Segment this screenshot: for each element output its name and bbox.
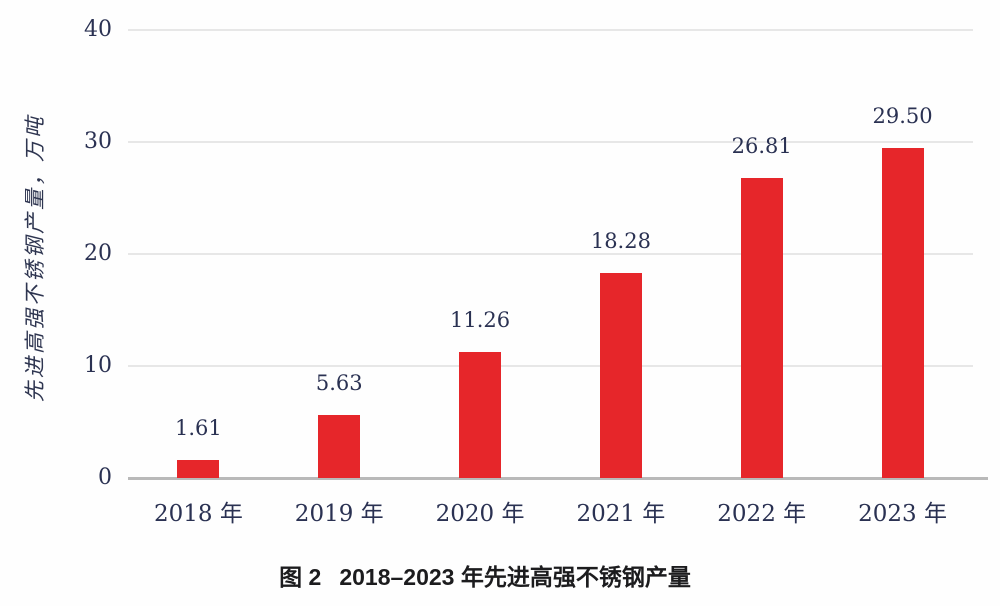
bar [740,177,783,478]
bar [881,147,924,478]
gridline-10 [128,365,973,367]
gridline-20 [128,253,973,255]
bar-group-2023年: 29.50 2023 年 [832,30,973,525]
bar [459,351,502,478]
figure-caption-number: 图 2 [279,564,322,590]
y-tick-label-0: 0 [98,465,112,490]
bar-group-2018年: 1.61 2018 年 [128,30,269,525]
gridline-30 [128,141,973,143]
x-tick-label: 2020 年 [435,501,525,527]
x-tick-label: 2023 年 [858,501,947,527]
bar-value-label: 1.61 [175,415,222,440]
x-tick-label: 2021 年 [576,501,666,527]
bar [599,273,642,478]
bar-group-2022年: 26.81 2022 年 [691,30,832,525]
bar-group-2021年: 18.28 2021 年 [550,30,691,526]
figure-caption-title: 2018–2023 年先进高强不锈钢产量 [339,564,691,590]
plot-area: 1.61 2018 年 5.63 2019 年 11.26 2020 年 18.28 2021… [128,29,988,526]
y-tick-label-30: 30 [84,129,112,154]
bar-group-2019年: 5.63 2019 年 [269,30,410,525]
bar [318,414,361,478]
x-axis-line [128,477,988,480]
y-tick-label-10: 10 [84,353,112,378]
x-tick-label: 2018 年 [153,501,243,527]
y-axis-tick-labels: 0 10 20 30 40 [0,19,112,489]
y-tick-label-40: 40 [84,17,112,42]
bar-value-label: 29.50 [872,103,933,128]
figure-caption: 图 2 2018–2023 年先进高强不锈钢产量 [0,558,970,592]
bar-value-label: 5.63 [315,370,363,395]
bar [177,459,220,478]
bar-cells: 1.61 2018 年 5.63 2019 年 11.26 2020 年 18.28 2021… [128,30,973,526]
y-tick-label-20: 20 [84,241,112,266]
bar-value-label: 26.81 [731,133,792,158]
bar-value-label: 11.26 [450,307,511,332]
x-tick-label: 2019 年 [294,501,384,527]
bar-value-label: 18.28 [590,229,651,254]
gridline-40 [128,29,973,31]
bar-group-2020年: 11.26 2020 年 [410,30,551,525]
x-tick-label: 2022 年 [717,501,807,527]
